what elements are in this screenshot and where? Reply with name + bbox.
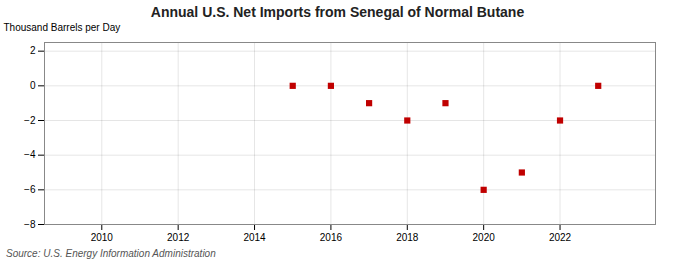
svg-text:Thousand Barrels per Day: Thousand Barrels per Day	[4, 22, 121, 33]
svg-text:2012: 2012	[167, 232, 190, 243]
svg-text:0: 0	[30, 80, 36, 91]
svg-text:2: 2	[30, 45, 36, 56]
svg-text:2014: 2014	[243, 232, 266, 243]
svg-text:−4: −4	[24, 149, 36, 160]
svg-text:2010: 2010	[91, 232, 114, 243]
html-text:Source: U.S. Energy Informatio: Source: U.S. Energy Information Administ…	[6, 248, 216, 259]
svg-text:−8: −8	[24, 219, 36, 230]
html-text:Annual U.S. Net Imports from S: Annual U.S. Net Imports from Senegal of …	[150, 4, 525, 20]
svg-text:−6: −6	[24, 184, 36, 195]
svg-text:−2: −2	[24, 115, 36, 126]
svg-text:2022: 2022	[549, 232, 572, 243]
svg-text:2018: 2018	[396, 232, 419, 243]
svg-text:2016: 2016	[320, 232, 343, 243]
svg-text:2020: 2020	[473, 232, 496, 243]
